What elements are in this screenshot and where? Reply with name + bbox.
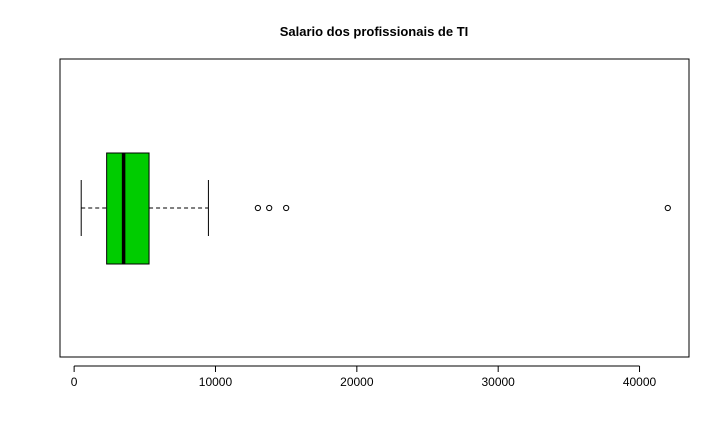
chart-title: Salario dos profissionais de TI bbox=[280, 24, 469, 39]
outlier-point bbox=[254, 204, 261, 212]
plot-frame bbox=[59, 58, 690, 358]
iqr-box bbox=[106, 152, 150, 265]
x-tick-label: 20000 bbox=[340, 375, 374, 389]
x-tick-label: 10000 bbox=[199, 375, 233, 389]
outlier-point bbox=[266, 204, 273, 212]
box-series bbox=[80, 152, 671, 265]
x-tick-label: 30000 bbox=[481, 375, 515, 389]
x-tick-label: 0 bbox=[71, 375, 78, 389]
outlier-point bbox=[664, 204, 671, 212]
x-axis: 0 10000 20000 30000 40000 bbox=[71, 365, 657, 389]
x-tick-label: 40000 bbox=[623, 375, 657, 389]
outlier-point bbox=[283, 204, 290, 212]
